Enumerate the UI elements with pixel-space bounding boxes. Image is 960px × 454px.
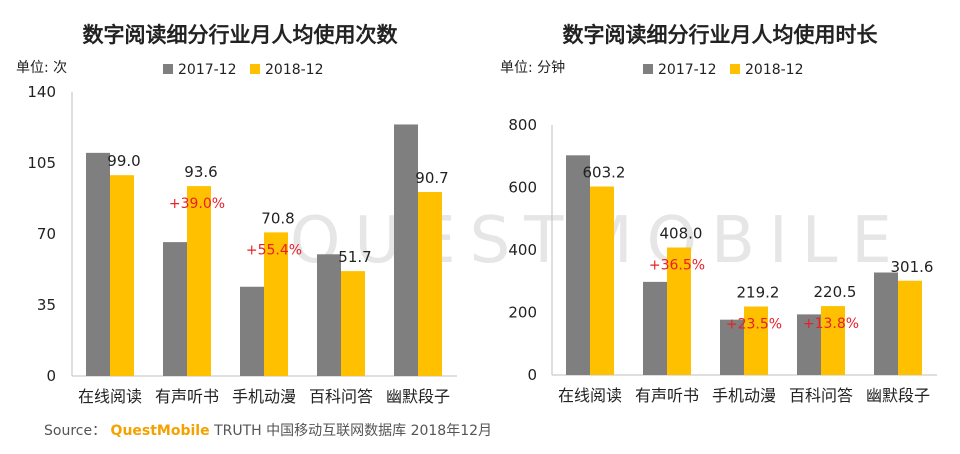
data-label-right: 603.2 xyxy=(583,164,626,182)
y-tick-label-left: 70 xyxy=(37,225,56,243)
bar-2017-left xyxy=(240,286,264,376)
growth-label-right: +13.8% xyxy=(803,316,859,332)
bar-2017-right xyxy=(720,319,744,375)
bar-2017-right xyxy=(643,281,667,375)
y-tick-label-left: 105 xyxy=(27,154,56,172)
source-suffix: TRUTH 中国移动互联网数据库 2018年12月 xyxy=(214,423,493,439)
legend-swatch-2018-left xyxy=(250,64,260,74)
growth-label-left: +55.4% xyxy=(246,242,302,258)
category-label-right: 手机动漫 xyxy=(712,386,776,405)
data-label-right: 219.2 xyxy=(737,284,780,302)
unit-label-left: 单位: 次 xyxy=(16,60,67,76)
y-tick-label-right: 200 xyxy=(508,304,537,322)
category-label-left: 在线阅读 xyxy=(78,387,142,406)
chart-title-left: 数字阅读细分行业月人均使用次数 xyxy=(83,23,399,47)
unit-label-right: 单位: 分钟 xyxy=(500,59,565,76)
bar-2017-right xyxy=(566,155,590,375)
source-note: Source： QuestMobile TRUTH 中国移动互联网数据库 201… xyxy=(44,420,492,440)
category-label-left: 手机动漫 xyxy=(232,387,296,406)
source-brand: QuestMobile xyxy=(110,423,210,439)
category-label-right: 有声听书 xyxy=(635,386,699,405)
data-label-left: 90.7 xyxy=(415,169,448,187)
y-tick-label-right: 0 xyxy=(527,366,537,384)
chart-left: 数字阅读细分行业月人均使用次数 单位: 次 2017-12 2018-12 0 3… xyxy=(16,23,457,406)
bar-2018-right xyxy=(744,306,768,375)
chart-title-right: 数字阅读细分行业月人均使用时长 xyxy=(563,23,879,47)
y-tick-label-left: 35 xyxy=(37,296,56,314)
plot-area-left: 0 35 70 105 140 99.0 在线阅读 93.6 +39.0% 有声听书 70.8 +55… xyxy=(27,83,457,406)
bar-2017-right xyxy=(874,272,898,375)
y-tick-label-left: 140 xyxy=(27,83,56,101)
bar-2018-right xyxy=(898,280,922,375)
category-label-right: 百科问答 xyxy=(789,386,853,405)
data-label-left: 70.8 xyxy=(261,209,294,227)
category-label-right: 幽默段子 xyxy=(866,386,930,405)
bar-2017-left xyxy=(317,254,341,376)
legend-label-2018-left: 2018-12 xyxy=(265,62,324,78)
category-label-left: 幽默段子 xyxy=(386,387,450,406)
bar-2018-left xyxy=(418,192,442,376)
y-tick-label-right: 800 xyxy=(508,116,537,134)
growth-label-right: +23.5% xyxy=(726,317,782,333)
bar-2018-left xyxy=(341,271,365,376)
bar-2018-left xyxy=(110,175,134,376)
legend-swatch-2018-right xyxy=(730,64,740,74)
legend-label-2018-right: 2018-12 xyxy=(745,62,804,78)
legend-swatch-2017-right xyxy=(643,64,653,74)
y-tick-label-right: 600 xyxy=(508,179,537,197)
bar-2018-right xyxy=(590,186,614,375)
category-label-right: 在线阅读 xyxy=(558,386,622,405)
legend-label-2017-left: 2017-12 xyxy=(178,62,237,78)
bar-2017-left xyxy=(163,242,187,376)
chart-right: 数字阅读细分行业月人均使用时长 单位: 分钟 2017-12 2018-12 0… xyxy=(500,23,937,405)
data-label-left: 51.7 xyxy=(338,248,371,266)
legend-swatch-2017-left xyxy=(163,64,173,74)
bar-2018-right xyxy=(667,247,691,375)
growth-label-right: +36.5% xyxy=(649,258,705,274)
data-label-left: 93.6 xyxy=(184,163,217,181)
data-label-right: 301.6 xyxy=(891,258,934,276)
data-label-left: 99.0 xyxy=(107,152,140,170)
bar-2017-left xyxy=(394,124,418,376)
growth-label-left: +39.0% xyxy=(169,196,225,212)
legend-label-2017-right: 2017-12 xyxy=(658,62,717,78)
y-tick-label-left: 0 xyxy=(46,367,56,385)
bar-2018-right xyxy=(821,306,845,375)
source-prefix: Source： xyxy=(44,423,107,439)
y-tick-label-right: 400 xyxy=(508,241,537,259)
bar-2018-left xyxy=(264,232,288,376)
data-label-right: 220.5 xyxy=(814,283,857,301)
category-label-left: 有声听书 xyxy=(155,387,219,406)
plot-area-right: 0 200 400 600 800 603.2 在线阅读 408.0 +36.5% 有声听书 219… xyxy=(508,116,937,405)
bar-2017-right xyxy=(797,314,821,375)
bar-2017-left xyxy=(86,152,110,376)
bar-2018-left xyxy=(187,186,211,376)
data-label-right: 408.0 xyxy=(660,225,703,243)
category-label-left: 百科问答 xyxy=(309,387,373,406)
